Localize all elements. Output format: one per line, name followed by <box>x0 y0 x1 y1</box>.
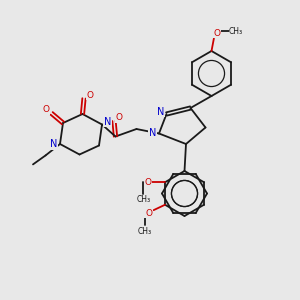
Text: O: O <box>43 105 50 114</box>
Text: O: O <box>145 209 152 218</box>
Text: CH₃: CH₃ <box>138 227 152 236</box>
Text: CH₃: CH₃ <box>229 27 243 36</box>
Text: O: O <box>144 178 151 187</box>
Text: N: N <box>104 116 111 127</box>
Text: O: O <box>213 28 220 38</box>
Text: O: O <box>116 113 123 122</box>
Text: N: N <box>50 139 57 149</box>
Text: N: N <box>158 106 165 117</box>
Text: CH₃: CH₃ <box>136 195 151 204</box>
Text: O: O <box>86 91 93 100</box>
Text: N: N <box>149 128 156 139</box>
